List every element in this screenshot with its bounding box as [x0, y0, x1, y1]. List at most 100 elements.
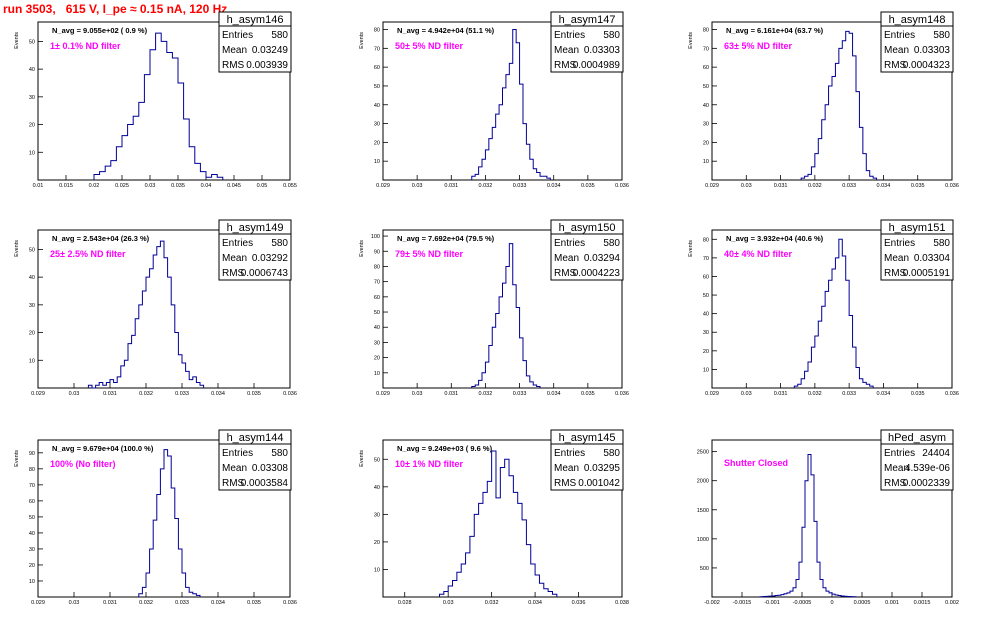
stats-label: Entries	[554, 238, 585, 249]
x-tick-label: 0.01	[33, 183, 44, 189]
x-tick-label: 0.0005	[854, 600, 871, 606]
x-tick-label: 0.03	[69, 391, 80, 397]
x-tick-label: 0.045	[227, 183, 241, 189]
y-tick-label: 40	[29, 531, 35, 537]
x-tick-label: 0.035	[581, 391, 595, 397]
y-tick-label: 90	[374, 249, 380, 255]
stats-label: RMS	[222, 60, 245, 71]
histogram-bin	[139, 102, 145, 180]
histogram-bin	[146, 573, 150, 597]
x-tick-label: 0.036	[945, 183, 959, 189]
x-tick-label: 0.036	[615, 391, 629, 397]
y-axis-label: Events	[359, 240, 365, 257]
histogram-bin	[489, 139, 492, 180]
histogram-name: h_asym148	[889, 14, 946, 26]
histogram-bin	[164, 258, 168, 388]
histogram-bin	[543, 176, 546, 180]
y-tick-label: 500	[700, 566, 709, 572]
histogram-bin	[167, 52, 173, 180]
histogram-bin	[153, 520, 157, 597]
y-tick-label: 50	[29, 515, 35, 521]
y-tick-label: 40	[703, 103, 709, 109]
histogram-bin	[526, 376, 529, 388]
x-tick-label: 0.036	[283, 600, 297, 606]
histogram-bin	[509, 63, 512, 180]
histogram-bin	[526, 545, 530, 597]
stats-label: Entries	[884, 30, 915, 41]
histogram-bin	[492, 127, 495, 180]
stats-value: 0.03292	[252, 253, 289, 264]
histogram-bin	[212, 174, 218, 180]
y-tick-label: 60	[703, 65, 709, 71]
x-tick-label: 0.035	[247, 391, 261, 397]
y-tick-label: 80	[29, 467, 35, 473]
histogram-bin	[499, 297, 502, 388]
histogram-bin	[522, 520, 526, 597]
histogram-bin	[839, 239, 842, 388]
x-tick-label: 0.055	[283, 183, 297, 189]
histogram-bin	[866, 384, 869, 388]
histogram-bin	[150, 549, 154, 597]
histogram-bin	[105, 166, 111, 180]
histogram-bin	[178, 355, 182, 388]
x-tick-label: 0.03	[412, 183, 423, 189]
x-tick-label: 0.034	[547, 183, 561, 189]
histogram-bin	[829, 280, 832, 388]
histogram-bin	[866, 171, 869, 180]
x-tick-label: -0.0005	[793, 600, 812, 606]
histogram-line	[138, 449, 201, 597]
y-tick-label: 2000	[697, 479, 709, 485]
y-tick-label: 20	[29, 563, 35, 569]
x-tick-label: 0.02	[89, 183, 100, 189]
histogram-line	[793, 238, 874, 388]
y-tick-label: 50	[374, 310, 380, 316]
histogram-bin	[805, 176, 808, 180]
y-tick-label: 20	[29, 123, 35, 129]
stats-value: 0.0006743	[241, 268, 289, 279]
y-tick-label: 40	[374, 485, 380, 491]
histogram-bin	[168, 456, 172, 597]
y-tick-label: 40	[374, 325, 380, 331]
n-avg-annotation: N_avg = 9.055e+02 ( 0.9 %)	[52, 26, 148, 35]
histogram-bin	[856, 368, 859, 388]
histogram-bin	[492, 451, 496, 597]
x-tick-label: 0.029	[31, 600, 45, 606]
histogram-bin	[853, 347, 856, 388]
stats-label: RMS	[884, 478, 907, 489]
histogram-bin	[186, 371, 190, 388]
x-tick-label: 0.029	[376, 391, 390, 397]
stats-value: 580	[271, 238, 288, 249]
histogram-bin	[499, 105, 502, 180]
histogram-bin	[146, 277, 150, 388]
y-tick-label: 80	[703, 237, 709, 243]
stats-label: RMS	[884, 268, 907, 279]
histogram-bin	[153, 255, 157, 388]
plot-frame	[382, 439, 623, 598]
y-tick-label: 70	[29, 483, 35, 489]
histogram-line	[759, 454, 857, 598]
histogram-bin	[530, 159, 533, 180]
histogram-bin	[470, 536, 474, 597]
y-tick-label: 10	[703, 367, 709, 373]
histogram-bin	[533, 169, 536, 180]
histogram-bin	[853, 56, 856, 180]
x-tick-label: 0.035	[171, 183, 185, 189]
stats-label: Entries	[884, 238, 915, 249]
y-tick-label: 30	[29, 303, 35, 309]
histogram-bin	[171, 488, 175, 597]
histogram-bin	[121, 366, 125, 388]
stats-value: 0.03304	[914, 253, 951, 264]
y-tick-label: 70	[703, 46, 709, 52]
stats-label: RMS	[222, 478, 245, 489]
plot-frame	[37, 21, 291, 181]
stats-value: 0.03249	[252, 45, 289, 56]
y-tick-label: 70	[703, 256, 709, 262]
histogram-bin	[132, 335, 136, 388]
histogram-bin	[164, 450, 168, 597]
histogram-bin	[139, 305, 143, 388]
histogram-bin	[832, 269, 835, 388]
y-tick-label: 20	[29, 331, 35, 337]
x-tick-label: 0.033	[175, 600, 189, 606]
